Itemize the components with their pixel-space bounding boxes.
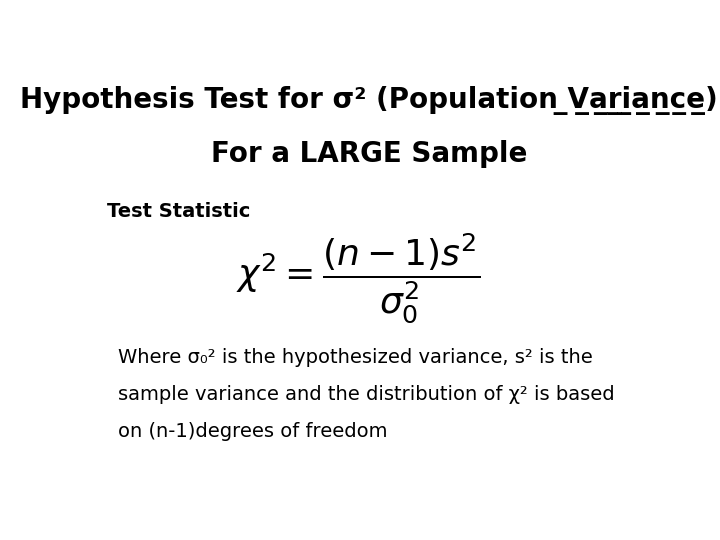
Text: Test Statistic: Test Statistic — [107, 202, 250, 221]
Text: sample variance and the distribution of χ² is based: sample variance and the distribution of … — [118, 385, 615, 404]
Text: on (n-1)degrees of freedom: on (n-1)degrees of freedom — [118, 422, 387, 441]
Text: For a LARGE Sample: For a LARGE Sample — [211, 140, 527, 167]
Text: $\chi^2 = \dfrac{(n-1)s^2}{\sigma_0^2}$: $\chi^2 = \dfrac{(n-1)s^2}{\sigma_0^2}$ — [236, 231, 480, 325]
Text: Where σ₀² is the hypothesized variance, s² is the: Where σ₀² is the hypothesized variance, … — [118, 348, 593, 367]
Text: Hypothesis Test for σ² (Population ̲V̲a̲r̲i̲a̲n̲c̲e̲): Hypothesis Test for σ² (Population ̲V̲a̲… — [20, 85, 718, 114]
